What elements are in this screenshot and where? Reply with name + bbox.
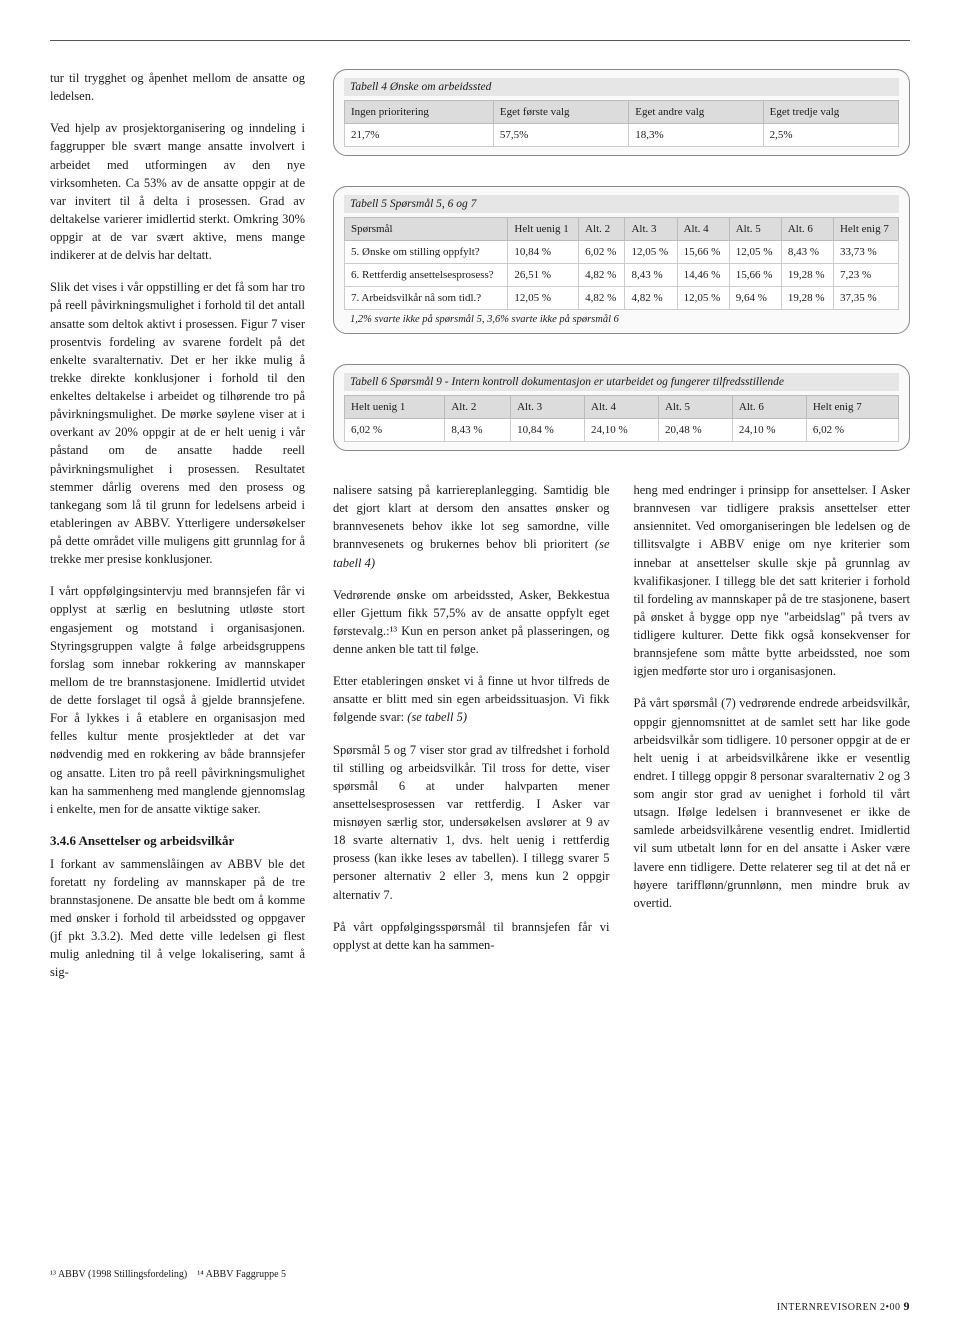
table-cell: 57,5% xyxy=(493,124,628,147)
table-cell: 21,7% xyxy=(345,124,494,147)
table-cell: 37,35 % xyxy=(833,287,898,310)
table-4: Ingen prioritering Eget første valg Eget… xyxy=(344,100,899,147)
table-cell: 20,48 % xyxy=(658,419,732,442)
table-header: Helt uenig 1 xyxy=(345,396,445,419)
table-5-box: Tabell 5 Spørsmål 5, 6 og 7 Spørsmål Hel… xyxy=(333,186,910,334)
table-cell: 4,82 % xyxy=(579,264,625,287)
paragraph: På vårt spørsmål (7) vedrørende endrede … xyxy=(634,694,911,912)
paragraph: nalisere satsing på karriereplanlegging.… xyxy=(333,481,610,572)
table-cell: 6,02 % xyxy=(806,419,898,442)
table-cell: 5. Ønske om stilling oppfylt? xyxy=(345,241,508,264)
table-header: Alt. 5 xyxy=(729,218,781,241)
table-cell: 18,3% xyxy=(629,124,763,147)
paragraph: Slik det vises i vår oppstilling er det … xyxy=(50,278,305,568)
table-header: Alt. 2 xyxy=(579,218,625,241)
footnote-13: ¹³ ABBV (1998 Stillingsfordeling) xyxy=(50,1269,187,1280)
table-header: Ingen prioritering xyxy=(345,101,494,124)
table-header: Alt. 2 xyxy=(445,396,511,419)
table-5: Spørsmål Helt uenig 1 Alt. 2 Alt. 3 Alt.… xyxy=(344,217,899,310)
table-header: Eget første valg xyxy=(493,101,628,124)
footnotes: ¹³ ABBV (1998 Stillingsfordeling) ¹⁴ ABB… xyxy=(50,1269,286,1280)
table-header: Alt. 4 xyxy=(677,218,729,241)
table-cell: 15,66 % xyxy=(677,241,729,264)
right-content-column: Tabell 4 Ønske om arbeidssted Ingen prio… xyxy=(333,69,910,996)
table-header: Alt. 3 xyxy=(511,396,585,419)
paragraph: Spørsmål 5 og 7 viser stor grad av tilfr… xyxy=(333,741,610,904)
paragraph: Etter etableringen ønsket vi å finne ut … xyxy=(333,672,610,726)
table-cell: 12,05 % xyxy=(677,287,729,310)
table-cell: 6,02 % xyxy=(345,419,445,442)
table-6-box: Tabell 6 Spørsmål 9 - Intern kontroll do… xyxy=(333,364,910,451)
table-caption: Tabell 5 Spørsmål 5, 6 og 7 xyxy=(344,195,899,213)
table-cell: 19,28 % xyxy=(781,264,833,287)
table-cell: 12,05 % xyxy=(508,287,579,310)
table-caption: Tabell 6 Spørsmål 9 - Intern kontroll do… xyxy=(344,373,899,391)
table-cell: 2,5% xyxy=(763,124,898,147)
table-header: Eget andre valg xyxy=(629,101,763,124)
table-cell: 6. Rettferdig ansettelsesprosess? xyxy=(345,264,508,287)
page-footer: INTERNREVISOREN 2•00 9 xyxy=(777,1299,910,1314)
table-cell: 10,84 % xyxy=(511,419,585,442)
left-text-column: tur til trygghet og åpenhet mellom de an… xyxy=(50,69,305,996)
table-header: Alt. 5 xyxy=(658,396,732,419)
table-caption: Tabell 4 Ønske om arbeidssted xyxy=(344,78,899,96)
table-cell: 19,28 % xyxy=(781,287,833,310)
paragraph: Vedrørende ønske om arbeidssted, Asker, … xyxy=(333,586,610,659)
table-cell: 10,84 % xyxy=(508,241,579,264)
page-number: 9 xyxy=(904,1299,911,1313)
table-cell: 7. Arbeidsvilkår nå som tidl.? xyxy=(345,287,508,310)
table-header: Alt. 4 xyxy=(585,396,659,419)
table-cell: 33,73 % xyxy=(833,241,898,264)
table-cell: 8,43 % xyxy=(781,241,833,264)
table-cell: 12,05 % xyxy=(729,241,781,264)
table-header: Alt. 6 xyxy=(781,218,833,241)
table-cell: 8,43 % xyxy=(625,264,677,287)
table-header: Alt. 3 xyxy=(625,218,677,241)
paragraph: tur til trygghet og åpenhet mellom de an… xyxy=(50,69,305,105)
paragraph: På vårt oppfølgingsspørsmål til brannsje… xyxy=(333,918,610,954)
paragraph: heng med endringer i prinsipp for ansett… xyxy=(634,481,911,680)
table-cell: 4,82 % xyxy=(579,287,625,310)
table-cell: 4,82 % xyxy=(625,287,677,310)
table-4-box: Tabell 4 Ønske om arbeidssted Ingen prio… xyxy=(333,69,910,156)
paragraph: I forkant av sammenslåingen av ABBV ble … xyxy=(50,855,305,982)
table-header: Alt. 6 xyxy=(732,396,806,419)
table-cell: 24,10 % xyxy=(732,419,806,442)
table-cell: 26,51 % xyxy=(508,264,579,287)
table-cell: 12,05 % xyxy=(625,241,677,264)
table-6: Helt uenig 1 Alt. 2 Alt. 3 Alt. 4 Alt. 5… xyxy=(344,395,899,442)
table-header: Spørsmål xyxy=(345,218,508,241)
paragraph: Ved hjelp av prosjektorganisering og inn… xyxy=(50,119,305,264)
table-cell: 15,66 % xyxy=(729,264,781,287)
table-cell: 14,46 % xyxy=(677,264,729,287)
table-cell: 9,64 % xyxy=(729,287,781,310)
section-heading: 3.4.6 Ansettelser og arbeidsvilkår xyxy=(50,832,305,851)
table-footnote: 1,2% svarte ikke på spørsmål 5, 3,6% sva… xyxy=(344,314,899,325)
table-header: Helt uenig 1 xyxy=(508,218,579,241)
table-cell: 7,23 % xyxy=(833,264,898,287)
table-cell: 6,02 % xyxy=(579,241,625,264)
body-text-columns: nalisere satsing på karriereplanlegging.… xyxy=(333,481,910,954)
footer-text: INTERNREVISOREN 2•00 xyxy=(777,1302,901,1313)
table-cell: 8,43 % xyxy=(445,419,511,442)
table-cell: 24,10 % xyxy=(585,419,659,442)
paragraph: I vårt oppfølgingsintervju med brannsjef… xyxy=(50,582,305,818)
table-header: Helt enig 7 xyxy=(806,396,898,419)
footnote-14: ¹⁴ ABBV Faggruppe 5 xyxy=(197,1269,286,1280)
table-header: Eget tredje valg xyxy=(763,101,898,124)
table-header: Helt enig 7 xyxy=(833,218,898,241)
